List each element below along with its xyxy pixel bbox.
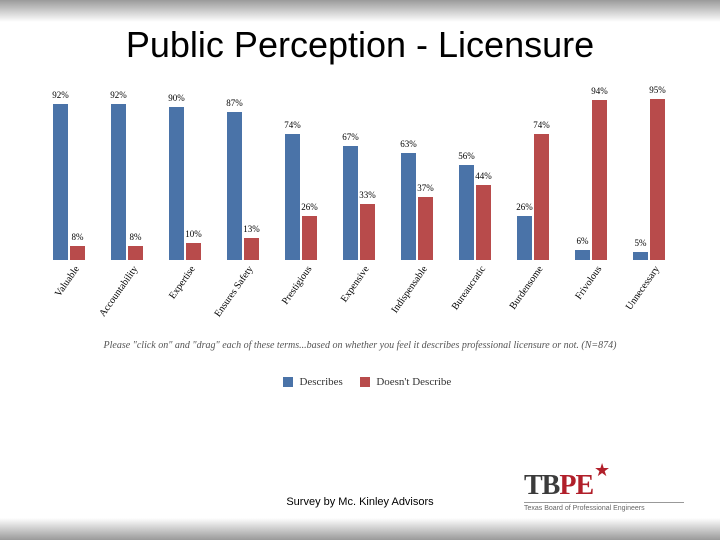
bar-describes: 5% (633, 252, 648, 261)
x-axis-label: Valuable (53, 264, 82, 299)
top-gradient-bar (0, 0, 720, 22)
bar-doesnt-describe: 74% (534, 134, 549, 260)
bar-doesnt-describe: 37% (418, 197, 433, 260)
bar-value-label: 63% (400, 139, 417, 149)
bar-group: 87%13% (214, 90, 272, 260)
bar-value-label: 92% (52, 90, 69, 100)
bar-describes: 92% (53, 104, 68, 260)
bar-value-label: 74% (533, 120, 550, 130)
x-axis-label: Accountability (97, 264, 140, 319)
bar-value-label: 13% (243, 224, 260, 234)
bar-describes: 74% (285, 134, 300, 260)
bar-describes: 87% (227, 112, 242, 260)
bar-value-label: 95% (649, 85, 666, 95)
bar-value-label: 8% (130, 232, 142, 242)
bar-group: 67%33% (330, 90, 388, 260)
bar-value-label: 26% (301, 202, 318, 212)
bar-group: 6%94% (562, 90, 620, 260)
x-axis-label: Indispensable (389, 264, 430, 315)
bar-group: 63%37% (388, 90, 446, 260)
bar-value-label: 92% (110, 90, 127, 100)
bar-group: 74%26% (272, 90, 330, 260)
bar-value-label: 90% (168, 93, 185, 103)
x-axis-label: Bureaucratic (450, 264, 488, 312)
bar-group: 56%44% (446, 90, 504, 260)
logo-text-tb: TB (524, 472, 559, 500)
bar-value-label: 56% (458, 151, 475, 161)
x-axis-label: Prestigious (280, 264, 315, 307)
bar-doesnt-describe: 95% (650, 99, 665, 261)
x-axis-label: Expensive (339, 264, 372, 304)
bar-doesnt-describe: 33% (360, 204, 375, 260)
bar-doesnt-describe: 10% (186, 243, 201, 260)
bar-value-label: 5% (635, 238, 647, 248)
chart-caption: Please "click on" and "drag" each of the… (40, 340, 680, 351)
chart-legend: Describes Doesn't Describe (0, 376, 720, 388)
bar-describes: 56% (459, 165, 474, 260)
bar-group: 26%74% (504, 90, 562, 260)
bar-doesnt-describe: 8% (128, 246, 143, 260)
chart-x-axis-labels: Valuable Accountability Expertise Ensures S… (40, 264, 680, 334)
bar-describes: 67% (343, 146, 358, 260)
bar-value-label: 94% (591, 86, 608, 96)
bar-describes: 6% (575, 250, 590, 260)
bar-doesnt-describe: 13% (244, 238, 259, 260)
bar-describes: 92% (111, 104, 126, 260)
bottom-gradient-bar (0, 518, 720, 540)
legend-swatch-doesnt-describe (360, 377, 370, 387)
x-axis-label: Ensures Safety (213, 264, 256, 319)
legend-swatch-describes (283, 377, 293, 387)
logo-text-pe: PE (559, 472, 593, 500)
bar-doesnt-describe: 8% (70, 246, 85, 260)
bar-value-label: 44% (475, 171, 492, 181)
star-icon: ★ (594, 460, 610, 481)
logo-subtitle: Texas Board of Professional Engineers (524, 502, 684, 512)
bar-value-label: 87% (226, 98, 243, 108)
bar-doesnt-describe: 94% (592, 100, 607, 260)
bar-value-label: 74% (284, 120, 301, 130)
x-axis-label: Expertise (167, 264, 198, 301)
bar-value-label: 6% (577, 236, 589, 246)
bar-value-label: 33% (359, 190, 376, 200)
bar-value-label: 26% (516, 202, 533, 212)
tbpe-logo: ★ TB PE Texas Board of Professional Engi… (524, 472, 684, 512)
legend-label-describes: Describes (299, 376, 342, 388)
bar-group: 92%8% (98, 90, 156, 260)
bar-group: 90%10% (156, 90, 214, 260)
x-axis-label: Unnecessary (624, 264, 662, 312)
bar-group: 5%95% (620, 90, 678, 260)
bar-describes: 63% (401, 153, 416, 260)
bar-value-label: 37% (417, 183, 434, 193)
x-axis-label: Frivolous (573, 264, 604, 302)
bar-value-label: 10% (185, 229, 202, 239)
bar-doesnt-describe: 26% (302, 216, 317, 260)
bar-chart: 92%8%92%8%90%10%87%13%74%26%67%33%63%37%… (40, 90, 680, 330)
bar-describes: 90% (169, 107, 184, 260)
slide: Public Perception - Licensure 92%8%92%8%… (0, 0, 720, 540)
bar-value-label: 67% (342, 132, 359, 142)
bar-value-label: 8% (72, 232, 84, 242)
chart-plot-area: 92%8%92%8%90%10%87%13%74%26%67%33%63%37%… (40, 90, 680, 260)
x-axis-label: Burdensome (508, 264, 546, 312)
bar-doesnt-describe: 44% (476, 185, 491, 260)
bar-describes: 26% (517, 216, 532, 260)
legend-label-doesnt-describe: Doesn't Describe (376, 376, 451, 388)
slide-title: Public Perception - Licensure (0, 24, 720, 66)
bar-group: 92%8% (40, 90, 98, 260)
